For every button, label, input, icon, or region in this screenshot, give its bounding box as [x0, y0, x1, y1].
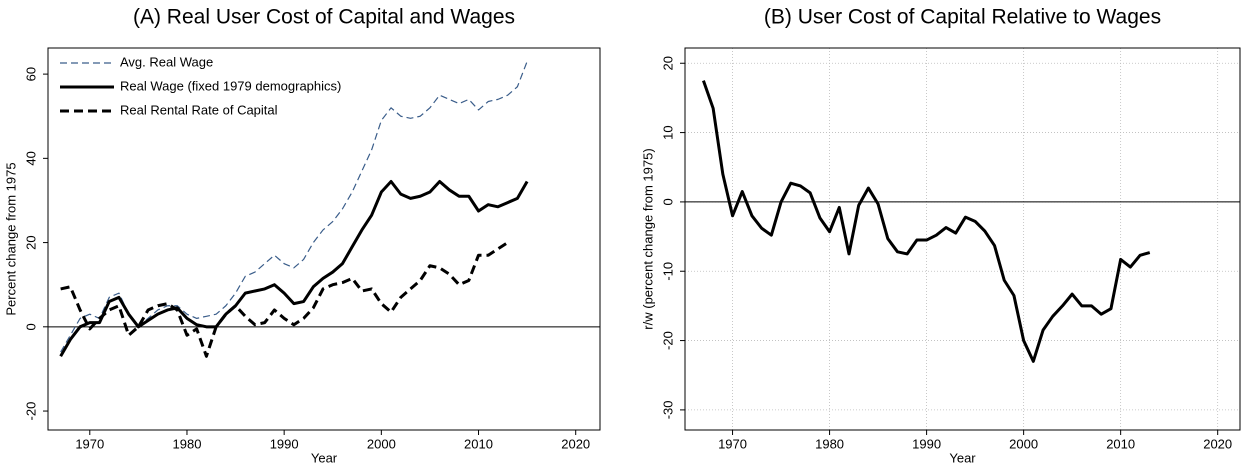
legend-label: Avg. Real Wage [120, 54, 213, 69]
x-tick-label: 2020 [561, 436, 590, 451]
y-tick-label: 40 [23, 151, 38, 165]
x-tick-label: 1980 [173, 436, 202, 451]
x-tick-label: 2000 [367, 436, 396, 451]
y-axis-label: Percent change from 1975 [3, 162, 18, 315]
y-tick-label: 20 [660, 56, 675, 70]
x-tick-label: 1970 [718, 436, 747, 451]
y-tick-label: -30 [660, 400, 675, 419]
chart-title: (A) Real User Cost of Capital and Wages [133, 6, 515, 29]
y-tick-label: 20 [23, 235, 38, 249]
y-tick-label: -10 [660, 262, 675, 281]
y-tick-label: 0 [660, 198, 675, 205]
x-tick-label: 1990 [912, 436, 941, 451]
legend-label: Real Rental Rate of Capital [120, 102, 278, 117]
x-tick-label: 1980 [815, 436, 844, 451]
y-tick-label: -20 [660, 331, 675, 350]
y-tick-label: -20 [23, 402, 38, 421]
y-tick-label: 60 [23, 67, 38, 81]
y-tick-label: 0 [23, 323, 38, 330]
x-tick-label: 1970 [75, 436, 104, 451]
legend-label: Real Wage (fixed 1979 demographics) [120, 78, 341, 93]
x-tick-label: 1990 [270, 436, 299, 451]
x-tick-label: 2020 [1203, 436, 1232, 451]
series-line [59, 180, 529, 358]
x-tick-label: 2000 [1009, 436, 1038, 451]
x-tick-label: 2010 [464, 436, 493, 451]
x-axis-label: Year [949, 450, 976, 465]
y-axis-label: r/w (percent change from 1975) [640, 148, 655, 329]
chart-panel: (B) User Cost of Capital Relative to Wag… [640, 6, 1241, 465]
chart-panel: (A) Real User Cost of Capital and Wages -… [3, 6, 601, 465]
plot-frame [684, 47, 1241, 431]
chart-title: (B) User Cost of Capital Relative to Wag… [764, 6, 1161, 29]
series-line [702, 80, 1151, 363]
plot-frame [47, 47, 601, 431]
x-axis-label: Year [311, 450, 338, 465]
y-tick-label: 10 [660, 125, 675, 139]
series-line [60, 241, 509, 358]
x-tick-label: 2010 [1106, 436, 1135, 451]
